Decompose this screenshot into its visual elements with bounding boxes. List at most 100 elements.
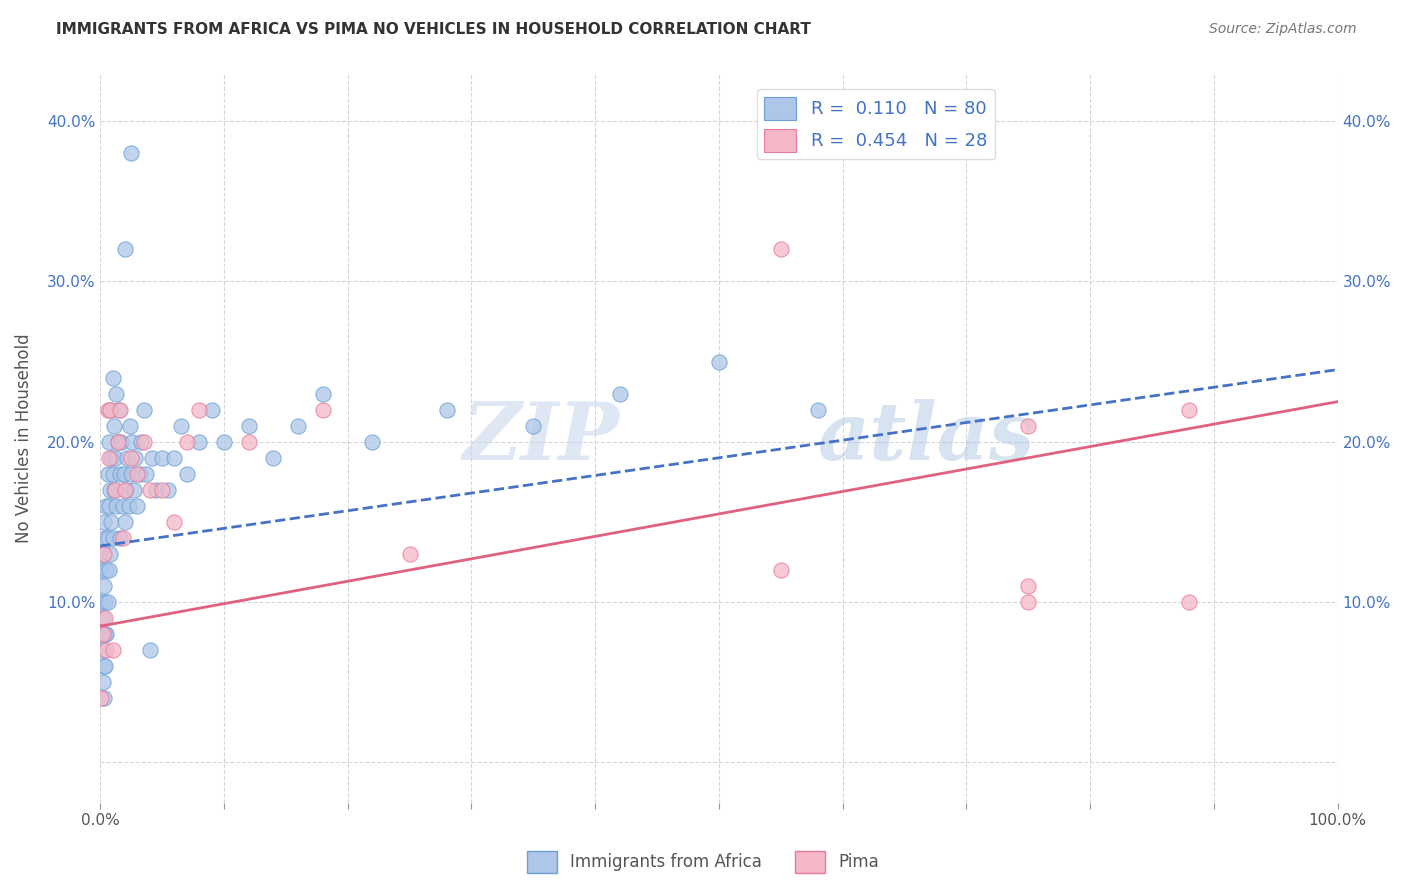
Point (769, 563, 792, 577)
Point (1017, 418, 1039, 433)
Point (312, 402, 335, 417)
Point (121, 434, 143, 449)
Point (100, 450, 122, 465)
Point (436, 402, 458, 417)
Point (120, 467, 142, 481)
Point (97, 531, 120, 545)
Point (103, 483, 125, 497)
Point (98, 547, 121, 561)
Point (94, 595, 117, 609)
Point (112, 467, 135, 481)
Point (90, 595, 112, 609)
Point (91, 627, 114, 641)
Point (188, 402, 211, 417)
Point (107, 434, 129, 449)
Point (108, 402, 131, 417)
Point (1178, 595, 1201, 609)
Point (127, 499, 149, 513)
Point (90, 691, 112, 706)
Point (129, 434, 152, 449)
Point (124, 450, 146, 465)
Point (96, 499, 118, 513)
Point (139, 643, 162, 657)
Point (97, 467, 120, 481)
Point (118, 418, 141, 433)
Point (97, 563, 120, 577)
Point (93, 627, 115, 641)
Point (120, 450, 142, 465)
Text: atlas: atlas (818, 399, 1035, 476)
Point (141, 450, 163, 465)
Point (188, 434, 211, 449)
Point (139, 483, 162, 497)
Point (707, 354, 730, 368)
Point (115, 483, 138, 497)
Point (105, 386, 128, 401)
Point (769, 243, 792, 257)
Point (91, 643, 114, 657)
Point (1017, 595, 1039, 609)
Point (118, 499, 141, 513)
Point (98, 402, 121, 417)
Point (1017, 579, 1039, 593)
Point (163, 450, 186, 465)
Point (170, 418, 193, 433)
Point (132, 402, 155, 417)
Point (96, 627, 118, 641)
Point (132, 434, 155, 449)
Point (150, 483, 173, 497)
Point (150, 450, 173, 465)
Point (1178, 402, 1201, 417)
Point (105, 499, 128, 513)
Point (114, 243, 136, 257)
Legend: Immigrants from Africa, Pima: Immigrants from Africa, Pima (520, 845, 886, 880)
Point (122, 483, 145, 497)
Point (101, 370, 124, 384)
Point (91, 675, 114, 690)
Point (609, 386, 631, 401)
Point (114, 515, 136, 529)
Point (108, 467, 131, 481)
Point (287, 418, 309, 433)
Point (522, 418, 544, 433)
Text: ZIP: ZIP (463, 399, 620, 476)
Point (110, 434, 132, 449)
Point (111, 499, 134, 513)
Point (93, 547, 115, 561)
Point (157, 483, 180, 497)
Point (90, 563, 112, 577)
Point (93, 691, 115, 706)
Point (176, 434, 198, 449)
Point (111, 531, 134, 545)
Point (93, 659, 115, 673)
Point (114, 483, 136, 497)
Point (145, 483, 167, 497)
Point (94, 611, 117, 625)
Point (120, 146, 142, 161)
Point (238, 434, 260, 449)
Point (94, 627, 117, 641)
Point (90, 627, 112, 641)
Point (108, 402, 131, 417)
Point (101, 643, 124, 657)
Point (97, 595, 120, 609)
Point (96, 563, 118, 577)
Point (238, 418, 260, 433)
Point (312, 386, 335, 401)
Text: Source: ZipAtlas.com: Source: ZipAtlas.com (1209, 22, 1357, 37)
Point (93, 515, 115, 529)
Point (398, 547, 420, 561)
Point (94, 531, 117, 545)
Y-axis label: No Vehicles in Household: No Vehicles in Household (15, 333, 32, 542)
Point (101, 531, 124, 545)
Point (127, 467, 149, 481)
Point (104, 483, 127, 497)
Point (101, 467, 124, 481)
Point (128, 467, 150, 481)
Point (108, 531, 131, 545)
Point (91, 547, 114, 561)
Point (176, 467, 198, 481)
Point (103, 418, 125, 433)
Point (201, 402, 224, 417)
Point (97, 402, 120, 417)
